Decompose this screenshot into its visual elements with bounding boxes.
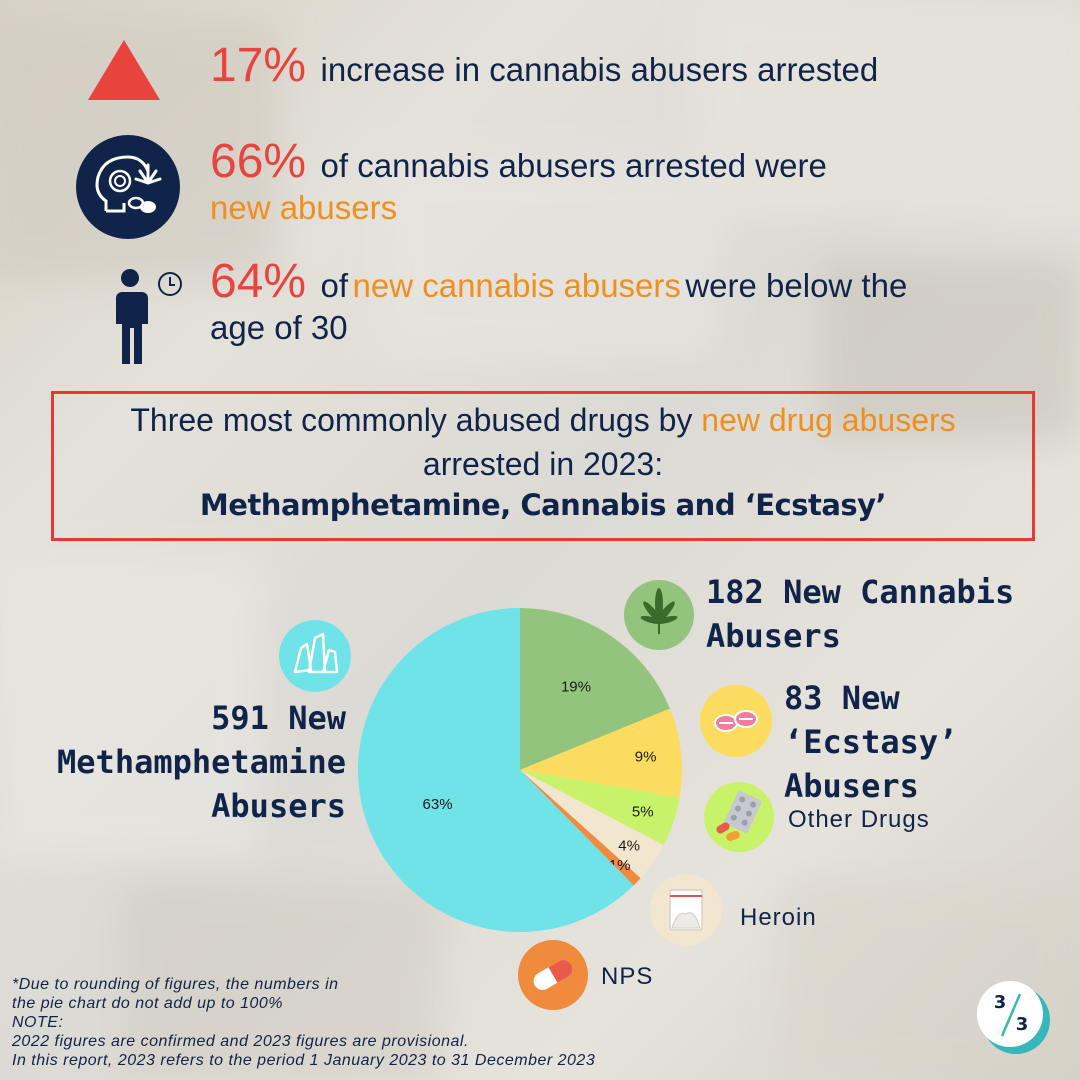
callout-highlight: new drug abusers xyxy=(701,402,956,438)
legend-cannabis: 182 New Cannabis Abusers xyxy=(706,570,1014,658)
legend-cannabis-line-1: 182 New Cannabis xyxy=(706,573,1015,611)
footnote-line-1: *Due to rounding of figures, the numbers… xyxy=(12,976,339,993)
page-badge: 3 3 xyxy=(977,981,1050,1054)
stat-2-highlight: new abusers xyxy=(210,189,398,226)
triangle-up-icon xyxy=(88,40,160,100)
stat-2-text: of cannabis abusers arrested were xyxy=(320,147,827,184)
note-title: NOTE: xyxy=(12,1014,64,1031)
callout-drugs: Methamphetamine, Cannabis and ‘Ecstasy’ xyxy=(199,488,887,522)
pie-slice-nps xyxy=(520,770,641,886)
note-line-2: In this report, 2023 refers to the perio… xyxy=(12,1052,596,1069)
callout-line-1-text: Three most commonly abused drugs by xyxy=(130,402,693,438)
stat-2: 66% of cannabis abusers arrested were ne… xyxy=(210,134,1030,227)
stat-1-text: increase in cannabis abusers arrested xyxy=(320,51,879,88)
legend-other: Other Drugs xyxy=(788,806,930,833)
capsule-icon xyxy=(518,940,588,1010)
pie-label-heroin: 4% xyxy=(618,838,640,855)
pie-label-methamphetamine: 63% xyxy=(423,796,453,813)
pie-slice-methamphetamine xyxy=(358,608,634,932)
legend-cannabis-line-2: Abusers xyxy=(706,617,841,655)
crystal-icon xyxy=(279,620,351,692)
pie-label-ecstasy: 9% xyxy=(635,748,657,765)
legend-nps: NPS xyxy=(601,963,654,990)
head-cannabis-icon xyxy=(76,135,180,239)
legend-ecstasy-line-2: Abusers xyxy=(784,767,919,805)
pie-slice-other-drugs xyxy=(520,770,680,846)
stat-3: 64% of new cannabis abusers were below t… xyxy=(210,254,1040,347)
page-number: 3 xyxy=(994,992,1007,1013)
callout-box: Three most commonly abused drugs by new … xyxy=(51,391,1035,541)
legend-meth-line-3: Abusers xyxy=(211,787,346,825)
stat-3-highlight: new cannabis abusers xyxy=(352,267,681,304)
page-total: 3 xyxy=(1016,1014,1029,1035)
callout-line-2: arrested in 2023: xyxy=(422,446,664,482)
legend-heroin: Heroin xyxy=(740,904,817,931)
footnote-line-2: the pie chart do not add up to 100% xyxy=(12,995,284,1012)
pill-blister-icon xyxy=(704,782,774,852)
stat-2-percent: 66% xyxy=(210,135,307,188)
pie-label-other-drugs: 5% xyxy=(632,804,654,821)
stat-3-text-line2: age of 30 xyxy=(210,309,348,346)
stat-1-percent: 17% xyxy=(210,39,307,92)
powder-bag-icon xyxy=(650,874,722,946)
stat-3-text-post: were below the xyxy=(685,267,908,304)
legend-ecstasy-line-1: 83 New ‘Ecstasy’ xyxy=(784,679,958,761)
pie-chart: 19%9%5%4%1%63% xyxy=(358,608,682,932)
person-icon xyxy=(116,269,182,364)
pills-icon xyxy=(700,685,772,757)
pie-slice-cannabis xyxy=(520,608,670,770)
pie-label-cannabis: 19% xyxy=(561,679,591,696)
pie-slice-heroin xyxy=(520,770,664,879)
legend-meth-line-1: 591 New xyxy=(211,699,346,737)
legend-ecstasy: 83 New ‘Ecstasy’ Abusers xyxy=(784,676,1080,808)
cannabis-leaf-icon xyxy=(624,580,694,650)
stat-3-text-pre: of xyxy=(320,267,349,304)
pie-slice-ecstasy xyxy=(520,708,682,798)
stat-1: 17% increase in cannabis abusers arreste… xyxy=(210,38,878,93)
note-line-1: 2022 figures are confirmed and 2023 figu… xyxy=(12,1033,469,1050)
callout-line-1: Three most commonly abused drugs by new … xyxy=(54,398,1032,442)
stat-3-percent: 64% xyxy=(210,255,307,308)
legend-meth-line-2: Methamphetamine xyxy=(57,743,346,781)
footnote: *Due to rounding of figures, the numbers… xyxy=(12,975,632,1070)
legend-meth: 591 New Methamphetamine Abusers xyxy=(57,696,346,828)
